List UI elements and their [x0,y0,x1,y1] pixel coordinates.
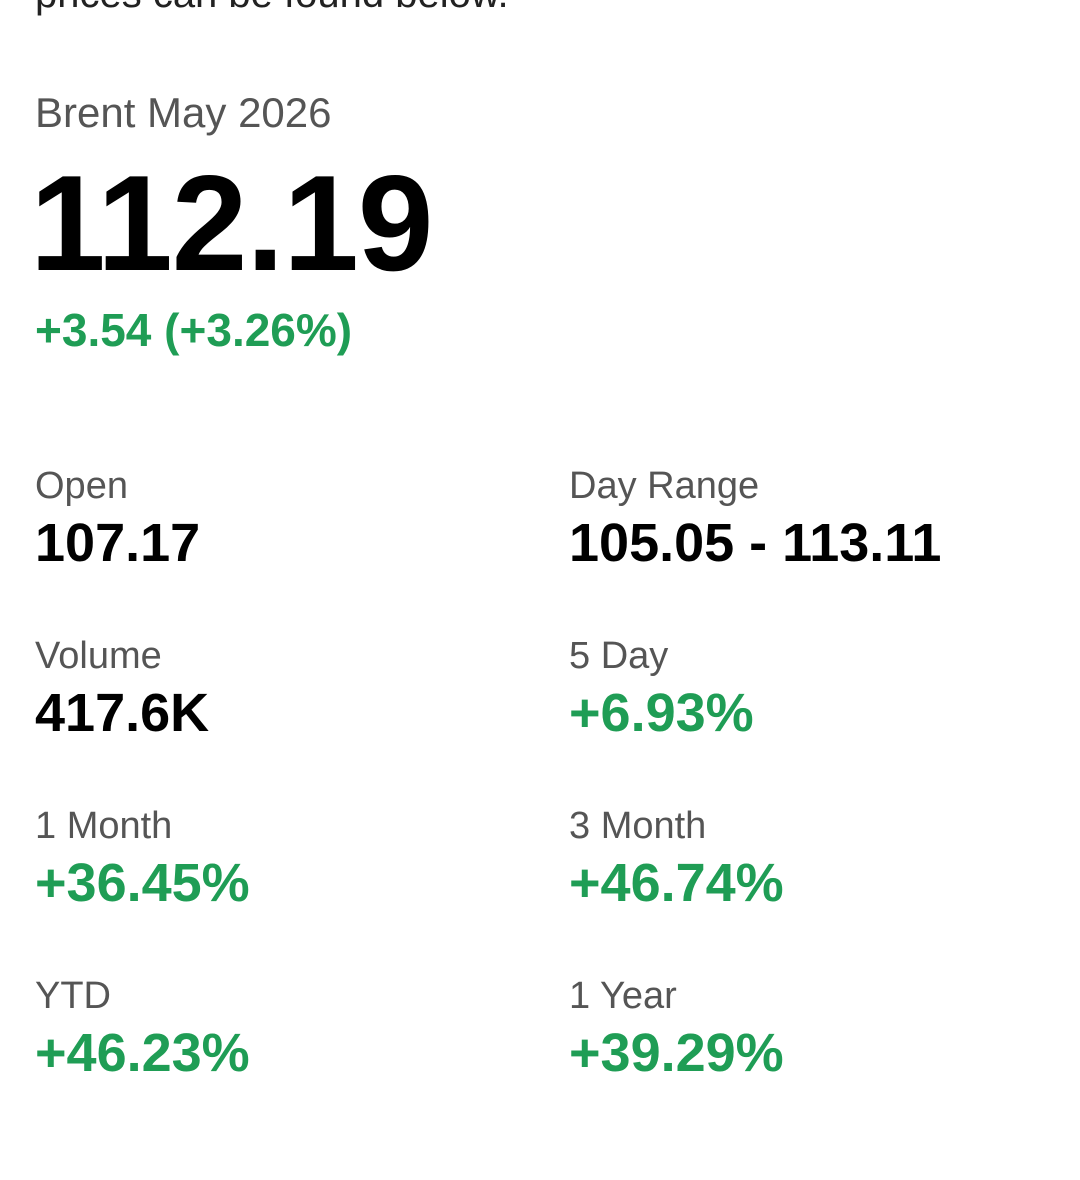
stat-label: 5 Day [569,635,669,677]
quote-change: +3.54 (+3.26%) [35,304,353,356]
stat-value: +36.45% [35,853,250,913]
stat-value: +6.93% [569,683,754,743]
stat-label: Day Range [569,465,760,507]
stat-label: 3 Month [569,805,707,847]
stat-value: +46.23% [35,1023,250,1083]
stat-label: 1 Month [35,805,173,847]
quote-price: 112.19 [30,147,433,299]
stat-value: +46.74% [569,853,784,913]
stat-label: 1 Year [569,975,677,1017]
quote-name: Brent May 2026 [35,89,332,136]
stat-label: YTD [35,975,111,1017]
stat-value: 417.6K [35,683,210,743]
stat-value: +39.29% [569,1023,784,1083]
intro-text: prices can be found below. [35,0,509,14]
stat-label: Volume [35,635,162,677]
stat-label: Open [35,465,128,507]
stat-value: 107.17 [35,513,201,573]
stat-value: 105.05 - 113.11 [569,513,942,573]
